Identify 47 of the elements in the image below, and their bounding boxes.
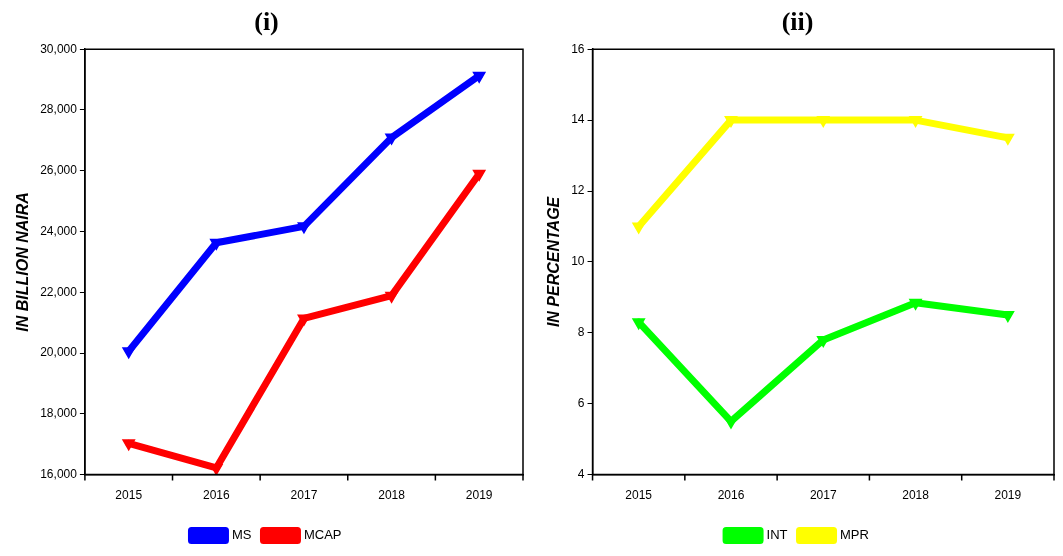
point — [632, 318, 645, 330]
point — [817, 116, 830, 128]
y-tick-label: 12 — [571, 183, 585, 198]
chart-title: (ii) — [781, 7, 814, 37]
point — [122, 439, 135, 451]
legend-label: INT — [766, 527, 788, 543]
point — [297, 222, 311, 234]
x-tick-label: 2019 — [994, 488, 1022, 503]
point — [632, 222, 645, 234]
x-tick-label: 2017 — [809, 488, 837, 503]
point — [472, 169, 486, 181]
y-tick-label: 10 — [571, 254, 585, 269]
x-tick-label: 2018 — [902, 488, 930, 503]
legend-label: MCAP — [303, 527, 342, 543]
point — [472, 71, 486, 83]
y-axis-title: IN BILLION NAIRA — [14, 192, 32, 332]
y-tick-label: 16 — [571, 41, 585, 56]
point — [1001, 133, 1015, 145]
y-tick-label: 6 — [577, 396, 585, 411]
y-tick-label: 14 — [571, 112, 585, 127]
x-tick-label: 2017 — [290, 488, 318, 503]
y-tick-label: 22,000 — [40, 284, 78, 299]
y-axis-title: IN PERCENTAGE — [545, 195, 563, 328]
point — [122, 347, 135, 359]
x-tick-label: 2015 — [115, 488, 143, 503]
y-tick-label: 26,000 — [40, 163, 78, 178]
x-tick-label: 2019 — [465, 488, 493, 503]
y-tick-label: 20,000 — [40, 345, 78, 360]
x-tick-label: 2016 — [202, 488, 230, 503]
x-tick-label: 2018 — [378, 488, 406, 503]
point — [385, 291, 398, 303]
y-tick-label: 8 — [577, 325, 585, 340]
point — [909, 298, 922, 310]
y-tick-label: 28,000 — [40, 102, 78, 117]
y-tick-label: 24,000 — [40, 223, 78, 238]
y-tick-label: 18,000 — [40, 406, 78, 421]
chart-title: (i) — [254, 7, 279, 37]
x-tick-label: 2015 — [625, 488, 653, 503]
point — [210, 238, 223, 250]
point — [909, 116, 922, 128]
x-tick-label: 2016 — [717, 488, 745, 503]
legend-label: MS — [231, 527, 252, 543]
y-tick-label: 30,000 — [40, 41, 78, 56]
y-tick-label: 16,000 — [40, 466, 78, 481]
legend-label: MPR — [840, 527, 869, 543]
point — [724, 116, 738, 128]
y-tick-label: 4 — [577, 466, 585, 481]
